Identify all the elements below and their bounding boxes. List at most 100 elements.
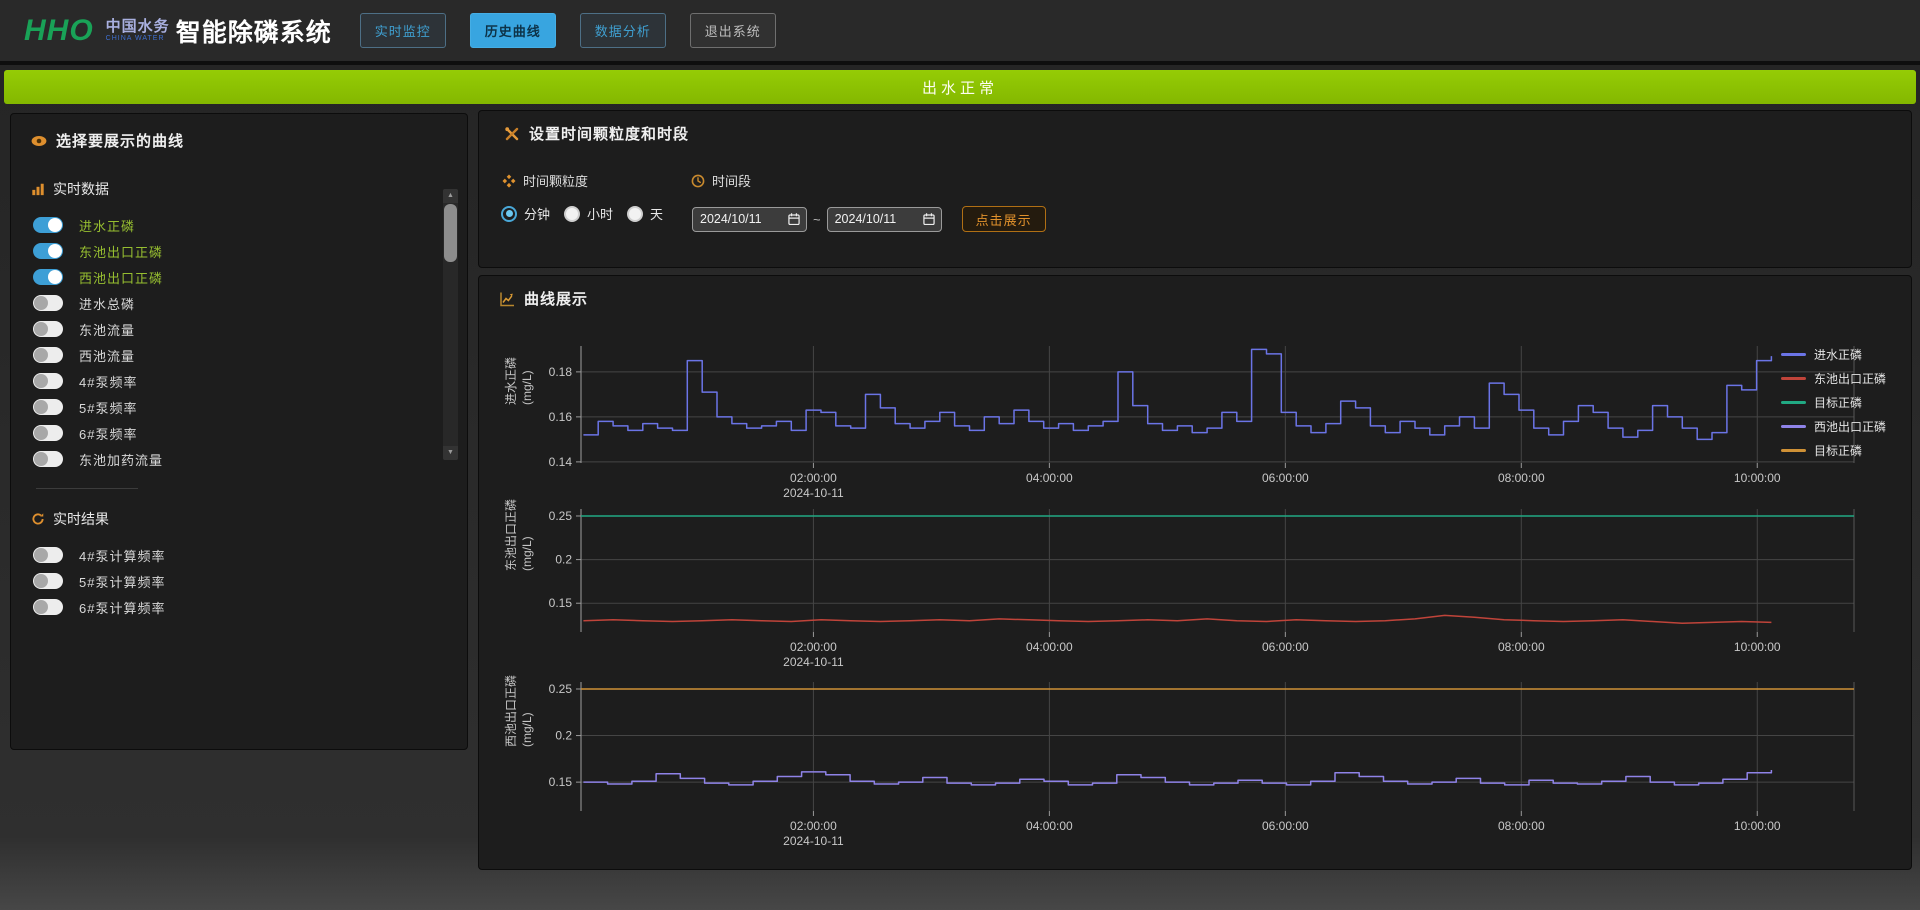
- curve-toggle-row: 东池加药流量: [23, 446, 467, 472]
- scrollbar-thumb[interactable]: [444, 204, 457, 262]
- toggle-switch[interactable]: [33, 217, 63, 233]
- legend-item[interactable]: 西池出口正磷: [1781, 418, 1886, 435]
- toggle-switch[interactable]: [33, 347, 63, 363]
- toggle-switch[interactable]: [33, 547, 63, 563]
- toggle-switch[interactable]: [33, 269, 63, 285]
- x-tick-label: 08:00:00: [1498, 819, 1545, 833]
- toggle-label: 进水总磷: [79, 296, 136, 312]
- curve-toggle-row: 4#泵频率: [23, 368, 467, 394]
- scrollbar-up-icon[interactable]: ▲: [443, 189, 458, 203]
- granularity-label-row: 时间颗粒度: [502, 171, 588, 190]
- curve-select-title-row: 选择要展示的曲线: [31, 130, 467, 151]
- nav-button-history-curves[interactable]: 历史曲线: [469, 13, 556, 48]
- calendar-icon[interactable]: [787, 212, 801, 226]
- y-tick-label: 0.25: [549, 509, 573, 523]
- legend-label: 西池出口正磷: [1814, 420, 1887, 434]
- main-nav: 实时监控 历史曲线 数据分析 退出系统: [359, 13, 776, 48]
- curve-toggle-row: 5#泵频率: [23, 394, 467, 420]
- y-tick-label: 0.25: [549, 682, 573, 696]
- company-name-en: CHINA WATER: [105, 35, 165, 43]
- time-settings-title: 设置时间颗粒度和时段: [529, 126, 690, 143]
- y-tick-label: 0.16: [549, 410, 573, 424]
- x-tick-date-label: 2024-10-11: [783, 486, 844, 500]
- toggle-label: 4#泵计算频率: [79, 548, 166, 564]
- x-tick-label: 02:00:00: [790, 640, 837, 654]
- series-line: [583, 348, 1773, 441]
- legend-item[interactable]: 东池出口正磷: [1781, 370, 1886, 387]
- curve-group-label: 实时数据: [53, 181, 109, 197]
- legend-swatch: [1781, 401, 1806, 404]
- eye-icon: [31, 133, 47, 149]
- radio-label: 小时: [587, 207, 614, 222]
- radio-button[interactable]: [501, 205, 517, 222]
- legend-swatch: [1781, 353, 1806, 356]
- nav-button-exit-system[interactable]: 退出系统: [689, 13, 776, 48]
- toggle-switch[interactable]: [33, 599, 63, 615]
- curve-toggle-row: 进水总磷: [23, 290, 467, 316]
- toggle-switch[interactable]: [33, 295, 63, 311]
- company-name-cn: 中国水务: [105, 17, 170, 35]
- radio-button[interactable]: [627, 205, 644, 222]
- start-date-input[interactable]: [700, 212, 787, 226]
- app-title: 智能除磷系统: [175, 18, 332, 47]
- curve-toggle-row: 东池流量: [23, 316, 467, 342]
- granularity-option: 分钟: [501, 204, 550, 223]
- scrollbar-down-icon[interactable]: ▼: [443, 446, 458, 460]
- show-curves-button[interactable]: 点击展示: [961, 206, 1046, 232]
- legend-item[interactable]: 目标正磷: [1781, 394, 1886, 411]
- curve-groups: 实时数据进水正磷东池出口正磷 西池出口正磷 进水总磷东池流量西池流量 4#泵频率 5#泵…: [23, 179, 467, 620]
- toggle-label: 4#泵频率: [79, 374, 138, 390]
- toggle-switch[interactable]: [33, 399, 63, 415]
- radio-button[interactable]: [564, 205, 581, 222]
- legend-label: 进水正磷: [1814, 348, 1863, 362]
- toggle-switch[interactable]: [33, 321, 63, 337]
- series-line: [583, 770, 1773, 786]
- nav-button-realtime-monitor[interactable]: 实时监控: [359, 13, 446, 48]
- x-tick-label: 04:00:00: [1026, 471, 1073, 485]
- nav-button-data-analysis[interactable]: 数据分析: [579, 13, 666, 48]
- x-tick-label: 02:00:00: [790, 819, 837, 833]
- legend-item[interactable]: 目标正磷: [1781, 442, 1886, 459]
- sidebar-scrollbar[interactable]: ▲ ▼: [443, 189, 458, 460]
- toggle-label: 西池流量: [79, 348, 136, 364]
- chart-legend: 进水正磷 东池出口正磷 目标正磷 西池出口正磷 目标正磷: [1781, 346, 1886, 459]
- legend-item[interactable]: 进水正磷: [1781, 346, 1886, 363]
- charts-area: 02:00:00 2024-10-11 04:00:00 06:00:00 08:00:…: [479, 276, 1911, 869]
- curve-select-panel: 选择要展示的曲线 实时数据进水正磷东池出口正磷 西池出口正磷 进水总磷东池流量西池流…: [10, 113, 468, 750]
- toggle-switch[interactable]: [33, 425, 63, 441]
- curve-toggle-row: 4#泵计算频率: [23, 542, 467, 568]
- x-tick-label: 10:00:00: [1734, 640, 1781, 654]
- legend-swatch: [1781, 449, 1806, 452]
- time-settings-panel: 设置时间颗粒度和时段 时间颗粒度 分钟 小时 天 时间段 ~: [478, 110, 1912, 268]
- end-date-input[interactable]: [834, 212, 922, 226]
- granularity-option: 小时: [564, 204, 613, 223]
- toggle-label: 东池出口正磷: [79, 244, 164, 260]
- app-header: HHO 中国水务 CHINA WATER 智能除磷系统 实时监控 历史曲线 数据分析…: [0, 0, 1920, 65]
- toggle-switch[interactable]: [33, 451, 63, 467]
- curve-toggle-row: 进水正磷: [23, 212, 467, 238]
- bar-chart-icon: [31, 182, 45, 196]
- curve-select-title: 选择要展示的曲线: [56, 133, 185, 150]
- toggle-switch[interactable]: [33, 243, 63, 259]
- series-line: [583, 614, 1772, 625]
- company-name: 中国水务 CHINA WATER: [106, 18, 170, 43]
- x-tick-label: 06:00:00: [1262, 471, 1309, 485]
- curve-toggle-row: 西池流量: [23, 342, 467, 368]
- x-tick-label: 10:00:00: [1734, 819, 1781, 833]
- legend-swatch: [1781, 425, 1806, 428]
- toggle-label: 西池出口正磷: [79, 270, 164, 286]
- toggle-switch[interactable]: [33, 573, 63, 589]
- toggle-label: 6#泵频率: [79, 426, 138, 442]
- x-tick-label: 04:00:00: [1026, 819, 1073, 833]
- x-tick-label: 06:00:00: [1262, 640, 1309, 654]
- granularity-radio-group: 分钟 小时 天: [501, 204, 663, 223]
- radio-label: 分钟: [524, 207, 551, 222]
- calendar-icon[interactable]: [922, 212, 936, 226]
- x-tick-label: 06:00:00: [1262, 819, 1309, 833]
- toggle-switch[interactable]: [33, 373, 63, 389]
- curve-group-title: 实时结果: [31, 509, 467, 529]
- legend-swatch: [1781, 377, 1806, 380]
